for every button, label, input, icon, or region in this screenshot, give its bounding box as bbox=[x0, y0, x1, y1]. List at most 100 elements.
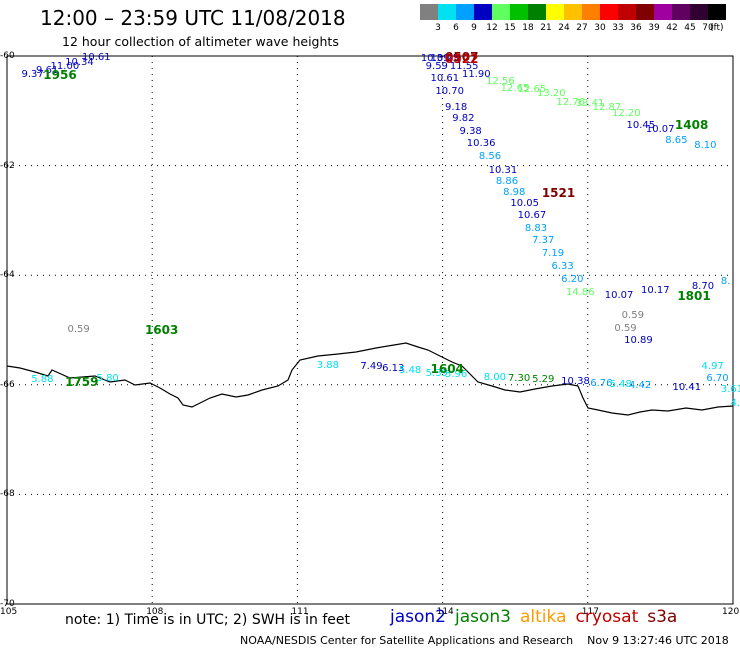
legend-label: 15 bbox=[504, 23, 516, 33]
pass-time-label: 1759 bbox=[65, 375, 99, 390]
legend-label: 45 bbox=[684, 23, 696, 33]
legend-swatch bbox=[600, 4, 618, 20]
satellite-name: altika bbox=[520, 607, 567, 627]
wave-height-value: 6.20 bbox=[561, 273, 584, 285]
legend-swatch bbox=[528, 4, 546, 20]
legend-label: 18 bbox=[522, 23, 534, 33]
lat-tick-label: -70 bbox=[0, 599, 15, 609]
wave-height-value: 12.56 bbox=[486, 75, 515, 87]
legend-label: 9 bbox=[471, 23, 477, 33]
wave-height-value: 9.61 bbox=[36, 64, 59, 76]
wave-height-value: 10.70 bbox=[435, 85, 464, 97]
wave-height-value: 4. bbox=[730, 397, 740, 409]
satellite-name: jason2 bbox=[390, 607, 446, 627]
legend-swatch bbox=[582, 4, 600, 20]
wave-height-value: 8.86 bbox=[495, 176, 519, 188]
lon-tick-label: 120 bbox=[722, 607, 740, 617]
wave-height-value: 8.00 bbox=[483, 372, 506, 384]
legend-swatch bbox=[456, 4, 474, 20]
wave-height-value: 9.38 bbox=[459, 125, 482, 137]
wave-height-value: 10.25 bbox=[430, 52, 460, 64]
lat-tick-label: -68 bbox=[0, 489, 15, 500]
wave-height-value: 10.45 bbox=[626, 120, 656, 132]
wave-height-value: 8.70 bbox=[691, 281, 715, 293]
wave-height-value: 5.96 bbox=[445, 368, 468, 380]
wave-height-value: 10.05 bbox=[510, 197, 539, 209]
pass-time-label: 1604 bbox=[430, 362, 464, 377]
wave-height-value: 5.88 bbox=[31, 374, 54, 386]
wave-height-value: 10.31 bbox=[488, 165, 518, 177]
wave-height-value: 12.65 bbox=[500, 82, 530, 94]
wave-height-value: 9.82 bbox=[452, 113, 475, 125]
wave-height-value: 10.17 bbox=[641, 284, 670, 296]
legend-swatch bbox=[672, 4, 690, 20]
pass-time-label: 1408 bbox=[674, 117, 709, 132]
wave-height-value: 5.39 bbox=[425, 367, 448, 379]
wave-height-value: 5.48 bbox=[609, 378, 632, 390]
wave-height-value: 5.48 bbox=[399, 365, 422, 377]
credit-line: NOAA/NESDIS Center for Satellite Applica… bbox=[240, 634, 729, 647]
legend-label: 24 bbox=[558, 23, 570, 33]
legend-swatch bbox=[492, 4, 510, 20]
pass-time-label: 1801 bbox=[677, 289, 711, 304]
wave-height-value: 7.37 bbox=[532, 235, 555, 247]
legend-swatch bbox=[420, 4, 438, 20]
footnote: note: 1) Time is in UTC; 2) SWH is in fe… bbox=[65, 612, 351, 628]
wave-height-value: 10.41 bbox=[672, 381, 702, 393]
lat-tick-label: -62 bbox=[0, 160, 15, 171]
wave-height-value: 10.34 bbox=[65, 56, 94, 68]
wave-height-value: 10.07 bbox=[645, 123, 675, 135]
legend-swatch bbox=[564, 4, 582, 20]
wave-height-value: 10.36 bbox=[466, 137, 496, 149]
legend-swatch bbox=[510, 4, 528, 20]
legend-swatch bbox=[546, 4, 564, 20]
generated-time: Nov 9 13:27:46 UTC 2018 bbox=[587, 634, 729, 647]
lat-tick-label: -60 bbox=[0, 51, 15, 61]
wave-height-value: 5.29 bbox=[532, 374, 555, 386]
wave-height-value: 5.80 bbox=[96, 373, 119, 385]
antarctic-coastline bbox=[6, 342, 734, 416]
wave-height-value: 0.59 bbox=[621, 310, 644, 322]
legend-label: 3 bbox=[435, 23, 441, 33]
wave-height-value: 6.13 bbox=[382, 363, 405, 375]
legend-swatch bbox=[618, 4, 636, 20]
lat-tick-label: -66 bbox=[0, 379, 15, 390]
wave-height-value: 9.18 bbox=[445, 102, 468, 114]
wave-height-value: 7.19 bbox=[541, 248, 565, 260]
wave-height-value: 11.55 bbox=[449, 60, 479, 72]
wave-height-value: 12.65 bbox=[517, 83, 547, 95]
wave-height-value: 9.37 bbox=[21, 69, 44, 81]
wave-height-value: 3.88 bbox=[316, 359, 340, 371]
wave-height-value: 10.61 bbox=[430, 73, 460, 85]
legend-label: 30 bbox=[594, 23, 606, 33]
wave-height-value: 4.97 bbox=[701, 361, 724, 373]
legend-label: 6 bbox=[453, 23, 459, 33]
legend-label: 70 bbox=[702, 23, 714, 33]
pass-time-label: 0507 bbox=[445, 50, 479, 65]
pass-time-label: 1603 bbox=[144, 323, 179, 337]
map-subtitle: 12 hour collection of altimeter wave hei… bbox=[62, 34, 339, 49]
wave-height-value: 6.70 bbox=[706, 373, 729, 385]
wave-height-value: 12.87 bbox=[592, 102, 622, 114]
wave-height-value: 10.38 bbox=[561, 376, 590, 388]
wave-height-value: 13.41 bbox=[575, 98, 605, 110]
wave-height-value: 12.76 bbox=[556, 96, 585, 108]
satellite-legend: jason2 jason3 altika cryosat s3a bbox=[390, 607, 686, 627]
pass-time-label: 1956 bbox=[43, 68, 77, 83]
legend-label: 12 bbox=[486, 23, 498, 33]
wave-height-value: 10.61 bbox=[82, 51, 111, 63]
lon-tick-label: 111 bbox=[291, 607, 309, 617]
wave-height-value: 0.59 bbox=[67, 324, 90, 335]
wave-height-value: 3.61 bbox=[720, 384, 740, 396]
lon-tick-label: 117 bbox=[581, 607, 599, 617]
wave-height-value: 0.59 bbox=[614, 322, 637, 334]
wave-height-value: 8.10 bbox=[694, 140, 717, 152]
wave-height-value: 6.33 bbox=[551, 260, 574, 272]
wave-height-value: 11.00 bbox=[50, 60, 80, 72]
satellite-name: s3a bbox=[647, 607, 678, 627]
wave-height-value: 14.86 bbox=[566, 287, 595, 299]
credit-org: NOAA/NESDIS Center for Satellite Applica… bbox=[240, 634, 574, 647]
wave-height-value: 7.49 bbox=[360, 361, 383, 373]
wave-height-value: 7.30 bbox=[507, 373, 531, 385]
